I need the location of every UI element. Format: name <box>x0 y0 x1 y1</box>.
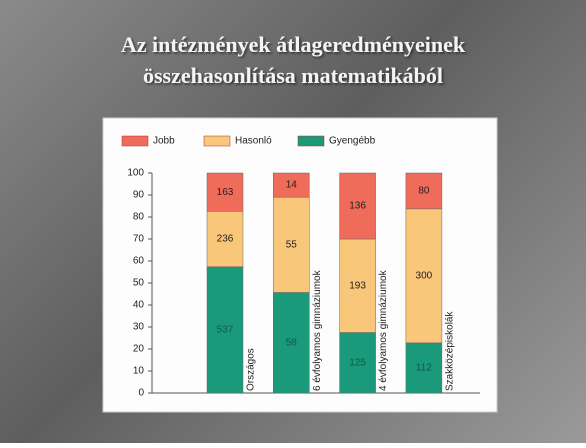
y-tick-label: 30 <box>133 322 145 333</box>
legend-label: Hasonló <box>235 136 272 147</box>
legend-swatch <box>121 135 149 147</box>
title-line-2: összehasonlítása matematikából <box>143 63 443 88</box>
data-label: 163 <box>217 187 234 198</box>
bar-segment <box>273 196 310 293</box>
bar-segment <box>206 211 244 267</box>
bar-segment <box>273 292 310 394</box>
y-tick-label: 70 <box>133 234 145 245</box>
bar-segment <box>339 332 376 394</box>
legend-swatch <box>297 135 325 147</box>
legend-label: Jobb <box>153 136 175 147</box>
data-label: 193 <box>349 280 366 291</box>
title-line-1: Az intézmények átlageredményeinek <box>121 32 466 57</box>
data-label: 58 <box>286 337 298 348</box>
bar-segment <box>206 172 244 212</box>
x-tick-label: 4 évfolyamos gimnáziumok <box>378 269 389 391</box>
data-label: 125 <box>349 357 366 368</box>
y-tick-label: 40 <box>133 300 145 311</box>
data-label: 14 <box>286 180 298 191</box>
data-label: 537 <box>217 325 234 336</box>
x-tick-label: Szakközépiskolák <box>445 311 456 391</box>
y-tick-label: 20 <box>133 344 145 355</box>
data-label: 300 <box>416 270 433 281</box>
x-tick-label: 6 évfolyamos gimnáziumok <box>312 269 323 391</box>
data-label: 136 <box>349 201 366 212</box>
bar-segment <box>405 172 443 210</box>
bar-segment <box>405 208 443 344</box>
y-tick-label: 10 <box>133 366 145 377</box>
bar-segment <box>339 172 376 240</box>
y-tick-label: 100 <box>127 168 144 179</box>
bar-segment <box>339 238 376 333</box>
data-label: 236 <box>217 234 234 245</box>
y-tick-label: 60 <box>133 256 145 267</box>
legend-label: Gyengébb <box>329 136 376 147</box>
y-tick-label: 90 <box>133 190 145 201</box>
data-label: 80 <box>418 186 430 197</box>
y-tick-label: 0 <box>138 388 144 399</box>
y-tick-label: 80 <box>133 212 145 223</box>
bar-segment <box>206 266 244 394</box>
y-tick-label: 50 <box>133 278 145 289</box>
bar-segment <box>273 172 310 198</box>
data-label: 112 <box>416 363 432 374</box>
data-label: 55 <box>286 239 298 250</box>
x-tick-label: Országos <box>246 348 257 391</box>
legend-swatch <box>203 135 231 147</box>
